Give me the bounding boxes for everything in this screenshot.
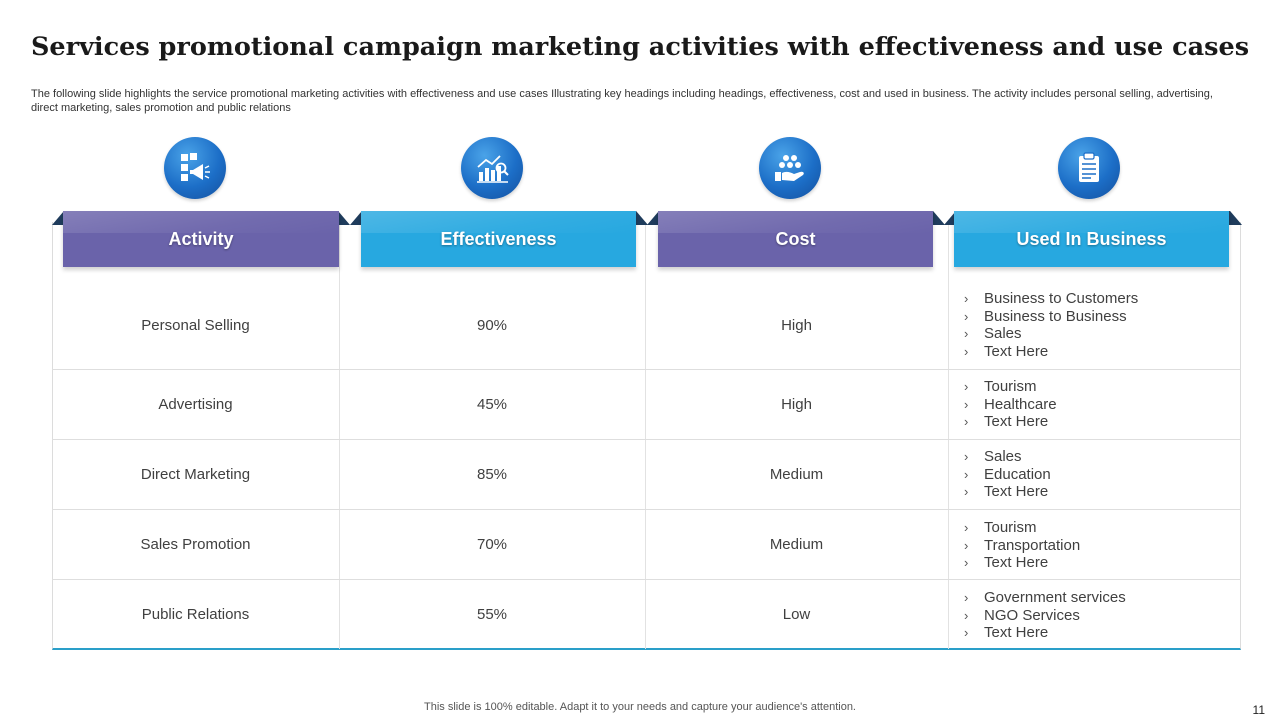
- list-item: › Tourism: [964, 378, 1057, 396]
- list-item: › Business to Business: [964, 308, 1138, 326]
- list-item: › Government services: [964, 589, 1126, 607]
- cell-cost: High: [781, 317, 812, 334]
- header-used-in-business-label: Used In Business: [1016, 228, 1167, 249]
- cell-effectiveness: 45%: [476, 396, 508, 413]
- cell-activity: Direct Marketing: [140, 466, 251, 483]
- header-cost: Cost: [658, 211, 933, 267]
- header-activity: Activity: [63, 211, 339, 267]
- megaphone-checklist-icon: [164, 137, 226, 199]
- header-effectiveness-label: Effectiveness: [440, 228, 557, 249]
- cell-used-in-business: › Sales › Education › Text Here: [964, 448, 1051, 501]
- cell-used-in-business: › Business to Customers › Business to Busi…: [964, 290, 1138, 360]
- header-activity-label: Activity: [168, 228, 234, 249]
- header-used-in-business: Used In Business: [954, 211, 1229, 267]
- chevron-right-icon: ›: [964, 449, 969, 464]
- list-item: › Healthcare: [964, 396, 1057, 414]
- column-divider: [645, 222, 646, 649]
- cell-used-in-business: › Government services › NGO Services › Text…: [964, 589, 1126, 642]
- list-item-label: Sales: [984, 448, 1022, 465]
- list-item-label: Text Here: [984, 554, 1049, 572]
- chevron-right-icon: ›: [964, 607, 969, 623]
- column-divider: [339, 222, 340, 649]
- slide-title: Services promotional campaign marketing …: [31, 32, 1250, 62]
- chevron-right-icon: ›: [964, 343, 969, 359]
- chevron-right-icon: ›: [964, 466, 969, 482]
- cell-effectiveness: 90%: [476, 317, 508, 334]
- column-divider: [948, 222, 949, 649]
- list-item-label: Tourism: [984, 378, 1037, 395]
- list-item-label: Text Here: [984, 342, 1049, 360]
- row-divider: [52, 369, 1241, 370]
- list-item-label: Text Here: [984, 413, 1049, 431]
- row-divider: [52, 509, 1241, 510]
- list-item: › Text Here: [964, 554, 1080, 572]
- list-item-label: Text Here: [984, 483, 1049, 501]
- clipboard-icon: [1058, 137, 1120, 199]
- hand-coins-icon: [759, 137, 821, 199]
- list-item: › Education: [964, 466, 1051, 484]
- cell-cost: High: [781, 396, 812, 413]
- chevron-right-icon: ›: [964, 379, 969, 394]
- list-item: › Text Here: [964, 624, 1126, 642]
- list-item-label: Tourism: [984, 519, 1037, 536]
- chevron-right-icon: ›: [964, 555, 969, 571]
- cell-effectiveness: 85%: [476, 466, 508, 483]
- list-item: › Business to Customers: [964, 290, 1138, 308]
- header-cost-label: Cost: [775, 228, 816, 249]
- growth-chart-icon: [461, 137, 523, 199]
- cell-cost: Low: [782, 606, 811, 623]
- chevron-right-icon: ›: [964, 326, 969, 342]
- cell-used-in-business: › Tourism › Transportation › Text Here: [964, 519, 1080, 572]
- cell-activity: Personal Selling: [141, 317, 250, 334]
- list-item-label: Healthcare: [984, 395, 1057, 413]
- cell-cost: Medium: [769, 536, 824, 553]
- header-effectiveness: Effectiveness: [361, 211, 636, 267]
- list-item: › Sales: [964, 325, 1138, 343]
- list-item: › Text Here: [964, 343, 1138, 361]
- chevron-right-icon: ›: [964, 520, 969, 535]
- cell-activity: Sales Promotion: [140, 536, 251, 553]
- table-frame: [52, 222, 1241, 650]
- list-item-label: Sales: [984, 325, 1022, 343]
- list-item: › Text Here: [964, 483, 1051, 501]
- list-item-label: Education: [984, 465, 1051, 483]
- chevron-right-icon: ›: [964, 537, 969, 553]
- chevron-right-icon: ›: [964, 291, 969, 306]
- row-divider: [52, 439, 1241, 440]
- list-item-label: Text Here: [984, 624, 1049, 642]
- cell-activity: Public Relations: [141, 606, 250, 623]
- slide-footer: This slide is 100% editable. Adapt it to…: [424, 701, 856, 713]
- cell-cost: Medium: [769, 466, 824, 483]
- chevron-right-icon: ›: [964, 414, 969, 430]
- chevron-right-icon: ›: [964, 484, 969, 500]
- row-divider: [52, 579, 1241, 580]
- list-item-label: Transportation: [984, 536, 1081, 554]
- cell-effectiveness: 70%: [476, 536, 508, 553]
- list-item: › Tourism: [964, 519, 1080, 537]
- chevron-right-icon: ›: [964, 625, 969, 641]
- list-item-label: Government services: [984, 589, 1126, 606]
- list-item-label: Business to Business: [984, 307, 1127, 325]
- cell-effectiveness: 55%: [476, 606, 508, 623]
- list-item: › Transportation: [964, 537, 1080, 555]
- list-item: › NGO Services: [964, 607, 1126, 625]
- cell-activity: Advertising: [158, 396, 233, 413]
- list-item-label: NGO Services: [984, 606, 1080, 624]
- list-item-label: Business to Customers: [984, 290, 1139, 307]
- slide-subtitle: The following slide highlights the servi…: [31, 88, 1213, 114]
- list-item: › Sales: [964, 448, 1051, 466]
- chevron-right-icon: ›: [964, 590, 969, 605]
- cell-used-in-business: › Tourism › Healthcare › Text Here: [964, 378, 1057, 431]
- chevron-right-icon: ›: [964, 396, 969, 412]
- page-number: 11: [1252, 703, 1265, 717]
- chevron-right-icon: ›: [964, 308, 969, 324]
- list-item: › Text Here: [964, 413, 1057, 431]
